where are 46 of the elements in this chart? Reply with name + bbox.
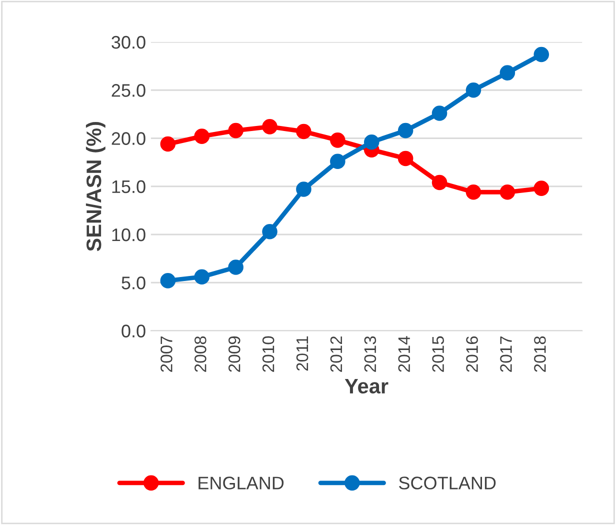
x-axis-title: Year bbox=[344, 379, 388, 394]
point bbox=[330, 132, 346, 148]
point bbox=[194, 128, 210, 144]
x-tick-label: 2012 bbox=[330, 336, 342, 372]
y-tick-label: 5.0 bbox=[122, 276, 146, 290]
legend-label: SCOTLAND bbox=[399, 476, 496, 490]
y-tick-label: 25.0 bbox=[112, 84, 146, 97]
point bbox=[534, 46, 550, 62]
y-tick-label: 20.0 bbox=[112, 132, 146, 145]
point bbox=[466, 82, 482, 98]
x-tick-label: 2011 bbox=[296, 336, 308, 371]
y-axis-title: SEN/ASN (%) bbox=[86, 122, 106, 252]
y-tick-label: 0.0 bbox=[122, 324, 146, 338]
point bbox=[534, 180, 550, 196]
y-tick-label: 10.0 bbox=[112, 228, 146, 242]
x-tick-label: 2014 bbox=[398, 336, 410, 372]
point bbox=[262, 119, 278, 134]
point bbox=[432, 174, 448, 190]
point bbox=[160, 273, 176, 288]
x-tick-label: 2015 bbox=[432, 336, 444, 372]
point bbox=[296, 124, 312, 140]
x-tick-label: 2008 bbox=[194, 336, 206, 372]
x-tick-label: 2013 bbox=[364, 336, 376, 372]
x-tick-label: 2017 bbox=[500, 336, 512, 372]
point bbox=[364, 134, 380, 150]
x-tick-label: 2007 bbox=[160, 336, 172, 372]
x-tick-label: 2018 bbox=[534, 336, 546, 372]
point bbox=[262, 224, 278, 240]
point bbox=[228, 122, 244, 138]
x-tick-label: 2009 bbox=[228, 336, 240, 372]
legend-label: ENGLAND bbox=[198, 476, 284, 490]
point bbox=[466, 184, 482, 200]
point bbox=[500, 65, 516, 80]
point bbox=[296, 182, 312, 197]
x-tick-label: 2016 bbox=[466, 336, 478, 372]
x-tick-label: 2010 bbox=[262, 336, 274, 372]
point bbox=[228, 260, 244, 275]
point bbox=[330, 154, 346, 169]
point bbox=[194, 269, 210, 284]
point bbox=[160, 136, 176, 152]
y-tick-label: 15.0 bbox=[112, 180, 146, 194]
point bbox=[398, 122, 414, 138]
y-tick-label: 30.0 bbox=[112, 36, 146, 49]
point bbox=[500, 184, 516, 200]
point bbox=[398, 150, 414, 166]
point bbox=[432, 106, 448, 121]
